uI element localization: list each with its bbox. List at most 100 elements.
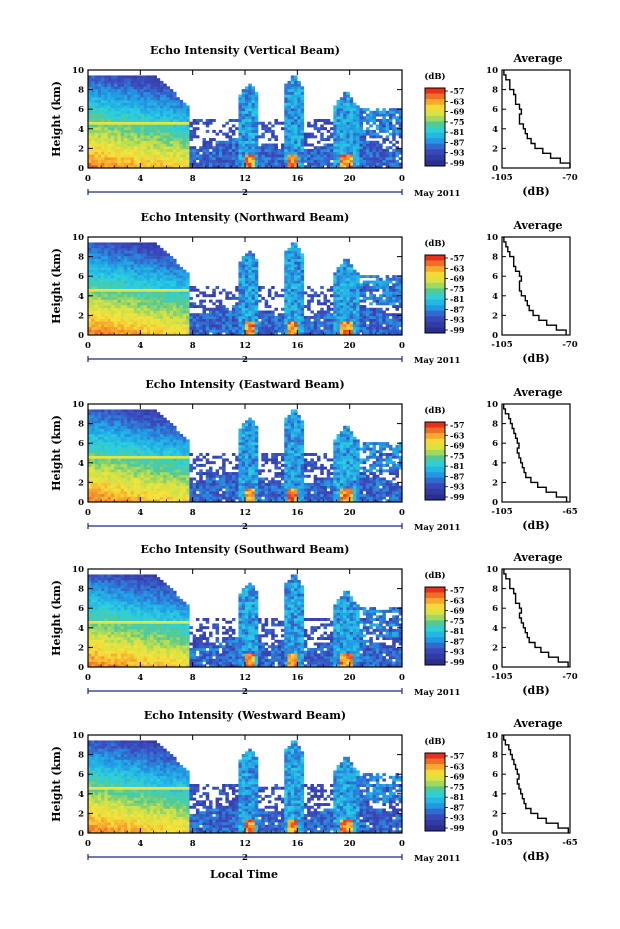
colorbar-swatch — [425, 659, 445, 666]
colorbar-label: (dB) — [424, 570, 445, 581]
colorbar-tick-label: -93 — [450, 148, 465, 158]
colorbar-swatch — [425, 449, 445, 456]
day-label: 2 — [242, 355, 248, 365]
y-tick-label: 4 — [78, 790, 84, 800]
colorbar-swatch — [425, 99, 445, 106]
day-label: 2 — [242, 188, 248, 198]
profile-xlabel: (dB) — [522, 850, 549, 863]
profile-x-tick-label: -70 — [562, 672, 577, 682]
colorbar-swatch — [425, 814, 445, 821]
colorbar-tick-label: -57 — [450, 585, 464, 595]
profile-xlabel: (dB) — [522, 352, 549, 365]
panel-2: Echo Intensity (Eastward Beam) 0 2 4 6 8 10 Hei… — [50, 378, 578, 533]
colorbar-tick-label: -93 — [450, 315, 465, 325]
colorbar-swatch — [425, 825, 445, 832]
profile-frame — [501, 568, 571, 668]
profile-line — [503, 237, 567, 335]
colorbar-swatch — [425, 477, 445, 484]
colorbar-swatch — [425, 764, 445, 771]
x-tick-label: 4 — [137, 341, 143, 351]
colorbar-swatch — [425, 127, 445, 133]
colorbar-swatch — [425, 115, 445, 122]
y-axis-label: Height (km) — [50, 415, 63, 491]
x-tick-label: 12 — [239, 174, 251, 184]
day-label: 2 — [242, 687, 248, 697]
colorbar-tick-label: -93 — [450, 647, 465, 657]
x-tick-label: 8 — [190, 673, 196, 683]
profile-title: Average — [512, 219, 562, 232]
y-tick-label: 6 — [78, 439, 84, 449]
x-tick-label: 4 — [137, 673, 143, 683]
colorbar-swatch — [425, 483, 445, 490]
x-tick-label: 20 — [344, 673, 356, 683]
colorbar-swatch — [425, 266, 445, 273]
colorbar-swatch — [425, 803, 445, 810]
profile-y-tick-label: 4 — [492, 624, 498, 634]
colorbar-swatch — [425, 637, 445, 644]
profile-x-tick-label: -105 — [491, 340, 512, 350]
colorbar-tick-label: -81 — [450, 294, 464, 304]
profile-y-tick-label: 2 — [492, 311, 498, 321]
profile-y-tick-label: 4 — [492, 292, 498, 302]
heatmap-cells — [88, 409, 403, 503]
y-tick-label: 8 — [78, 420, 84, 430]
x-tick-label: 0 — [85, 508, 91, 518]
y-tick-label: 2 — [78, 643, 84, 653]
profile-y-tick-label: 0 — [492, 498, 498, 508]
colorbar-swatch — [425, 121, 445, 128]
colorbar-tick-label: -99 — [450, 657, 465, 667]
colorbar-tick-label: -75 — [450, 284, 464, 294]
colorbar-tick-label: -81 — [450, 626, 464, 636]
y-tick-label: 2 — [78, 144, 84, 154]
profile-title: Average — [512, 386, 562, 399]
colorbar-swatch — [425, 592, 445, 599]
profile-y-tick-label: 10 — [486, 400, 498, 410]
colorbar-tick-label: -93 — [450, 813, 465, 823]
colorbar-tick-label: -69 — [450, 107, 465, 117]
x-tick-label: 12 — [239, 673, 251, 683]
profile-frame — [501, 403, 571, 503]
colorbar-tick-label: -81 — [450, 792, 464, 802]
colorbar-swatch — [425, 819, 445, 826]
colorbar-swatch — [425, 422, 445, 428]
colorbar-frame — [424, 254, 446, 334]
x-tick-label: 0 — [399, 341, 405, 351]
colorbar-swatch — [425, 93, 445, 100]
profile-x-tick-label: -70 — [562, 173, 577, 183]
panel-1: Echo Intensity (Northward Beam) 0 2 4 6 8 10 He… — [50, 211, 578, 366]
colorbar-tick-label: -63 — [450, 761, 465, 771]
profile-y-tick-label: 0 — [492, 164, 498, 174]
y-tick-label: 10 — [72, 233, 84, 243]
profile-y-tick-label: 2 — [492, 809, 498, 819]
colorbar-swatch — [425, 149, 445, 156]
y-tick-label: 4 — [78, 125, 84, 135]
profile-title: Average — [512, 717, 562, 730]
colorbar-swatch — [425, 305, 445, 312]
x-tick-label: 0 — [85, 839, 91, 849]
profile-y-tick-label: 6 — [492, 272, 498, 282]
x-tick-label: 16 — [291, 174, 303, 184]
colorbar-swatch — [425, 444, 445, 451]
colorbar-tick-label: -87 — [450, 636, 464, 646]
profile-y-tick-label: 0 — [492, 829, 498, 839]
x-tick-label: 12 — [239, 839, 251, 849]
colorbar-tick-label: -87 — [450, 137, 464, 147]
x-tick-label: 4 — [137, 508, 143, 518]
colorbar-tick-label: -93 — [450, 482, 465, 492]
colorbar-swatch — [425, 620, 445, 627]
y-tick-label: 4 — [78, 459, 84, 469]
profile-xlabel: (dB) — [522, 185, 549, 198]
y-tick-label: 6 — [78, 604, 84, 614]
day-label: 2 — [242, 522, 248, 532]
colorbar-swatch — [425, 797, 445, 804]
panel-3: Echo Intensity (Southward Beam) 0 2 4 6 8 10 He… — [50, 543, 578, 698]
panel-title: Echo Intensity (Southward Beam) — [141, 543, 350, 556]
colorbar-swatch — [425, 614, 445, 621]
profile-y-tick-label: 2 — [492, 643, 498, 653]
colorbar-tick-label: -57 — [450, 86, 464, 96]
profile-y-tick-label: 10 — [486, 233, 498, 243]
colorbar-swatch — [425, 648, 445, 655]
y-tick-label: 10 — [72, 731, 84, 741]
profile-xlabel: (dB) — [522, 684, 549, 697]
